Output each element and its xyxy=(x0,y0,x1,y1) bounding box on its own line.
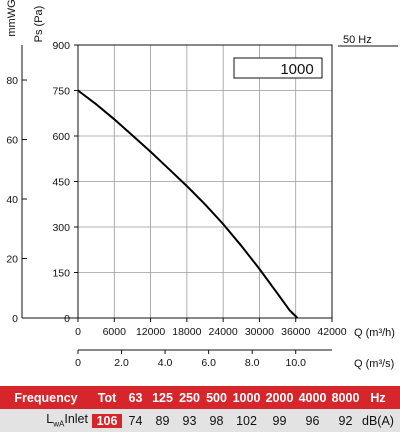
value-1000: 102 xyxy=(236,413,257,428)
m3s-tick-label: 4.0 xyxy=(158,357,173,369)
frequency-header-row: Frequency Tot 63 125 250 500 1000 2000 4… xyxy=(0,386,400,409)
value-63: 74 xyxy=(128,413,143,428)
tick-labels: 0 6000 12000 18000 24000 30000 36000 4200001503… xyxy=(6,40,346,369)
band-1000: 1000 xyxy=(232,390,261,405)
value-4000: 96 xyxy=(305,413,320,428)
lwa-inlet: Inlet xyxy=(64,412,88,427)
unit-dba: dB(A) xyxy=(362,413,394,428)
x-axis-label-m3h: Q (m³/h) xyxy=(354,327,395,339)
mmwg-tick-label: 40 xyxy=(6,194,18,206)
x-tick-label: 18000 xyxy=(172,326,201,338)
grid xyxy=(78,45,332,318)
tot-label: Tot xyxy=(97,390,117,405)
y-tick-label: 150 xyxy=(52,268,70,280)
series-line xyxy=(77,89,299,319)
band-500: 500 xyxy=(206,390,227,405)
y-axis-label-mmwg: mmWG xyxy=(6,0,18,37)
speed-box-label: 1000 xyxy=(280,61,313,78)
value-500: 98 xyxy=(209,413,224,428)
hz-label: Hz xyxy=(370,390,386,405)
mmwg-tick-label: 60 xyxy=(6,135,18,147)
value-125: 89 xyxy=(155,413,170,428)
y-tick-label: 300 xyxy=(52,222,70,234)
x-tick-label: 6000 xyxy=(103,326,127,338)
m3s-tick-label: 6.0 xyxy=(201,357,216,369)
lwa-inlet-label: LwA Inlet xyxy=(0,412,92,429)
band-2000: 2000 xyxy=(265,390,294,405)
y-axis-label-pa: Ps (Pa) xyxy=(33,6,45,43)
x-axis-label-m3s: Q (m³/s) xyxy=(354,358,394,370)
speed-box xyxy=(233,57,323,79)
m3s-tick-label: 8.0 xyxy=(245,357,260,369)
y-tick-label: 0 xyxy=(64,313,70,325)
x-tick-label: 0 xyxy=(75,326,81,338)
band-63: 63 xyxy=(128,390,143,405)
value-2000: 99 xyxy=(272,413,287,428)
value-250: 93 xyxy=(182,413,197,428)
mmwg-tick-label: 0 xyxy=(12,313,18,325)
y-tick-label: 600 xyxy=(52,131,70,143)
m3s-tick-label: 0 xyxy=(75,357,81,369)
band-8000: 8000 xyxy=(331,390,360,405)
mmwg-tick-label: 20 xyxy=(6,254,18,266)
x-tick-label: 36000 xyxy=(281,326,310,338)
y-tick-label: 450 xyxy=(52,177,70,189)
x-tick-label: 30000 xyxy=(245,326,274,338)
x-tick-label: 12000 xyxy=(136,326,165,338)
lwa-sub: wA xyxy=(53,419,65,429)
value-8000: 92 xyxy=(338,413,353,428)
frequency-label: 50 Hz xyxy=(343,34,372,46)
fan-curve-chart: 0 6000 12000 18000 24000 30000 36000 4200001503… xyxy=(6,0,398,370)
tot-value: 106 xyxy=(92,413,122,428)
band-125: 125 xyxy=(152,390,173,405)
frequency-label: Frequency xyxy=(14,390,78,405)
axes xyxy=(21,44,333,354)
m3s-tick-label: 10.0 xyxy=(285,357,306,369)
x-tick-label: 42000 xyxy=(317,326,346,338)
x-tick-label: 24000 xyxy=(209,326,238,338)
y-tick-label: 750 xyxy=(52,86,70,98)
sound-power-row: LwA Inlet 106 74 89 93 98 102 99 96 92 d… xyxy=(0,409,400,432)
mmwg-tick-label: 80 xyxy=(6,75,18,87)
m3s-tick-label: 2.0 xyxy=(114,357,129,369)
lwa-l: L xyxy=(46,412,54,427)
band-250: 250 xyxy=(179,390,200,405)
band-4000: 4000 xyxy=(298,390,327,405)
y-tick-label: 900 xyxy=(52,40,70,52)
